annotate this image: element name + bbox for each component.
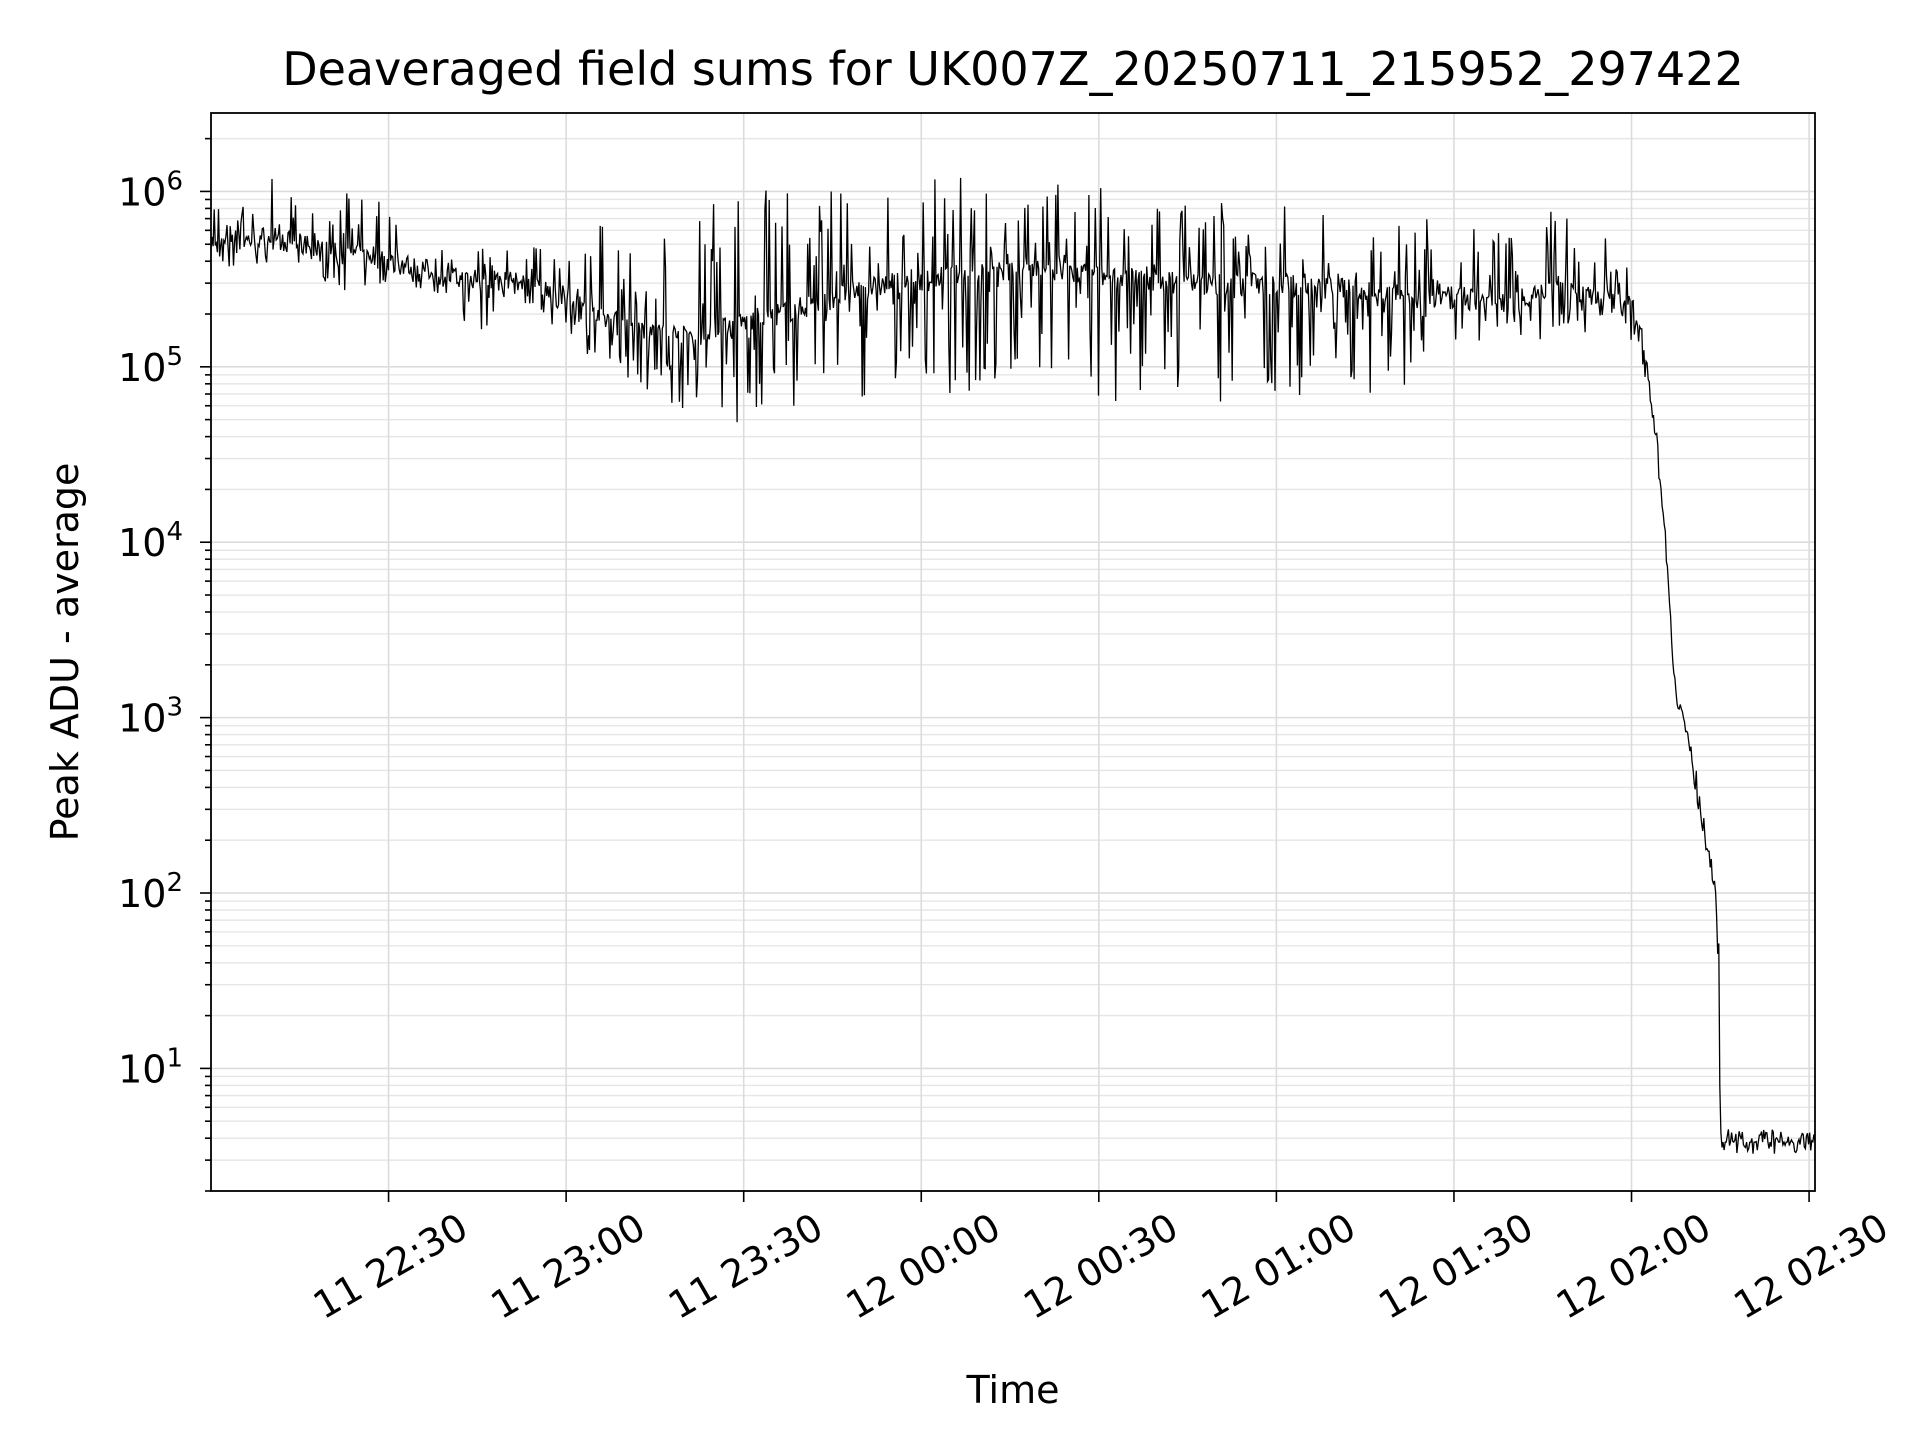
series-layer bbox=[210, 177, 1816, 1154]
chart-title: Deaveraged field sums for UK007Z_2025071… bbox=[282, 42, 1744, 96]
y-tick-label: 106 bbox=[118, 166, 183, 214]
y-tick-label: 101 bbox=[118, 1043, 183, 1091]
y-tick-label: 105 bbox=[118, 342, 183, 390]
y-axis-label: Peak ADU - average bbox=[43, 463, 87, 842]
y-tick-label: 103 bbox=[118, 693, 183, 741]
y-tick-label: 102 bbox=[118, 868, 183, 916]
series-line bbox=[210, 177, 1816, 1154]
y-tick-label: 104 bbox=[118, 517, 183, 565]
plot-frame bbox=[210, 112, 1816, 1192]
x-axis-label: Time bbox=[966, 1368, 1060, 1412]
